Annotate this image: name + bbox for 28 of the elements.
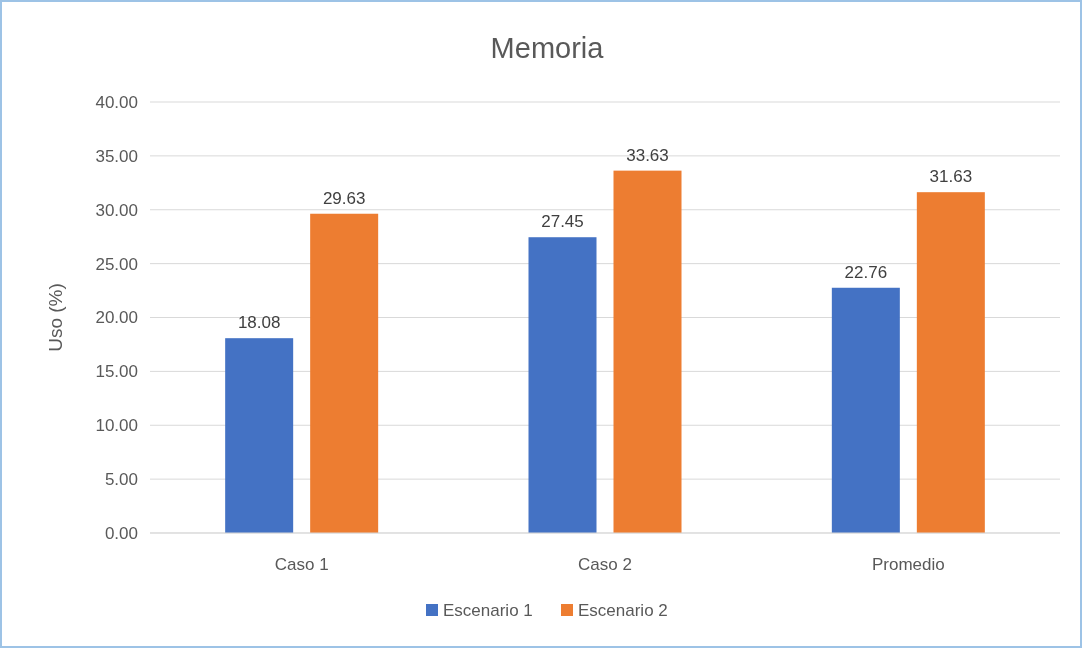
- y-tick-label: 15.00: [95, 362, 138, 382]
- legend-label: Escenario 1: [443, 600, 533, 620]
- x-tick-label: Caso 1: [274, 555, 329, 574]
- bar: [831, 287, 900, 533]
- y-tick-label: 10.00: [95, 416, 138, 436]
- bar: [310, 213, 379, 533]
- y-tick-label: 40.00: [95, 92, 138, 112]
- bar: [225, 338, 294, 533]
- chart-title: Memoria: [490, 32, 605, 64]
- y-tick-label: 35.00: [95, 146, 138, 166]
- data-label: 22.76: [844, 262, 888, 282]
- y-tick-label: 5.00: [104, 470, 138, 490]
- data-label: 29.63: [322, 188, 366, 208]
- x-tick-label: Caso 2: [578, 555, 632, 574]
- x-tick-label: Promedio: [871, 555, 945, 574]
- y-axis-title: Uso (%): [45, 283, 66, 352]
- data-label: 18.08: [237, 313, 281, 333]
- data-label: 27.45: [541, 212, 584, 232]
- bar: [613, 170, 682, 533]
- data-label: 33.63: [626, 145, 669, 165]
- bar: [916, 192, 985, 533]
- bar: [528, 237, 597, 533]
- y-tick-label: 20.00: [95, 308, 138, 328]
- y-tick-label: 25.00: [95, 254, 138, 274]
- legend-label: Escenario 2: [578, 600, 668, 620]
- y-tick-label: 0.00: [104, 523, 138, 543]
- data-label: 31.63: [929, 167, 973, 187]
- y-tick-label: 30.00: [95, 200, 138, 220]
